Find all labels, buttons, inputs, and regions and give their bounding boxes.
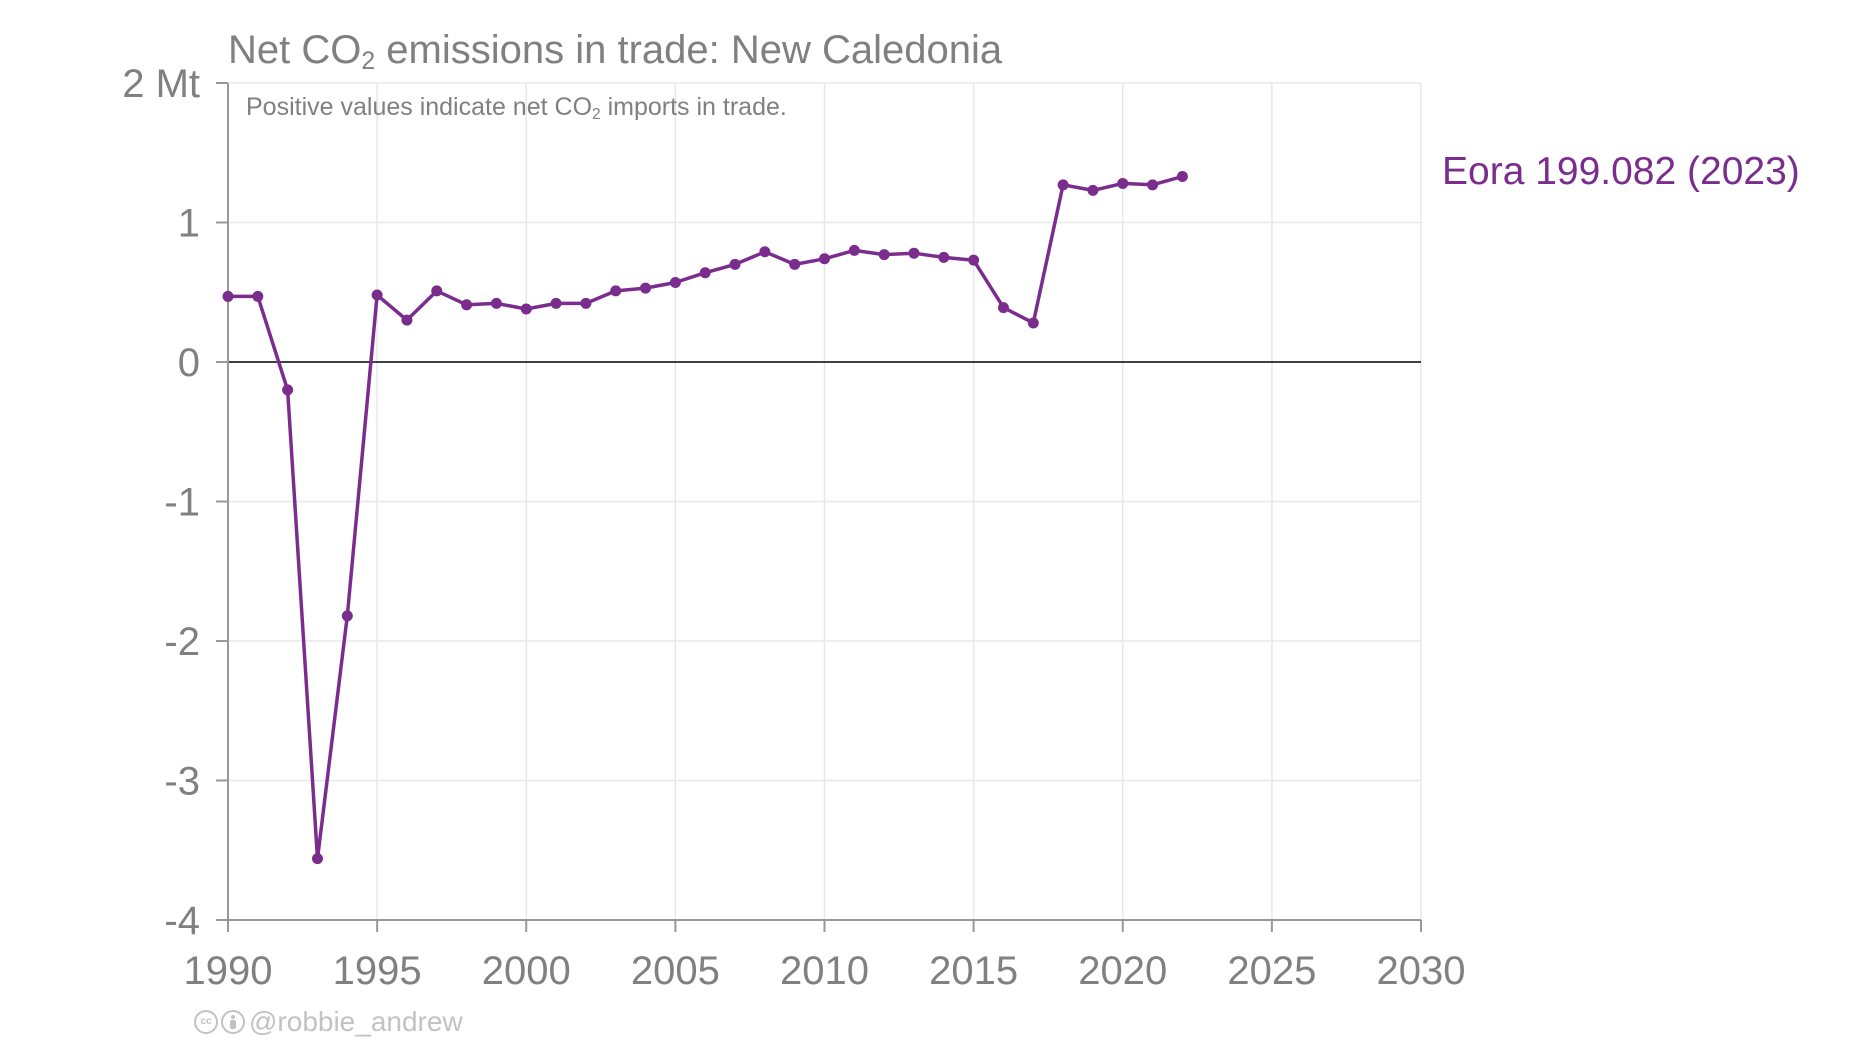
y-tick-label: 0	[178, 341, 200, 385]
data-point	[759, 246, 771, 258]
credit-handle: @robbie_andrew	[249, 1006, 463, 1037]
chart-title: Net CO2 emissions in trade: New Caledoni…	[228, 28, 1003, 74]
data-point	[878, 249, 890, 261]
gridlines	[228, 82, 1422, 921]
axes	[216, 82, 1422, 932]
creative-commons-icon: cc	[194, 1010, 218, 1034]
data-point	[371, 289, 383, 301]
data-point	[222, 290, 234, 302]
chart-title-subscript: 2	[361, 48, 376, 76]
data-point	[341, 610, 353, 622]
data-point	[580, 297, 592, 309]
y-tick-label: -3	[164, 760, 200, 804]
series-label: Eora 199.082 (2023)	[1442, 150, 1800, 193]
y-tick-label: 1	[178, 202, 200, 246]
x-tick-label: 2020	[1078, 949, 1167, 993]
data-point	[997, 302, 1009, 314]
series-layer	[222, 170, 1188, 865]
data-point	[490, 297, 502, 309]
x-tick-label: 2025	[1227, 949, 1316, 993]
x-tick-label: 2000	[482, 949, 571, 993]
data-point	[1087, 184, 1099, 196]
data-point	[401, 314, 413, 326]
data-point	[520, 303, 532, 315]
x-tick-label: 2015	[929, 949, 1018, 993]
data-point	[431, 285, 443, 297]
data-point	[908, 247, 920, 259]
data-point	[669, 276, 681, 288]
x-tick-label: 1990	[184, 949, 273, 993]
attribution-icon	[221, 1010, 245, 1034]
data-point	[1027, 317, 1039, 329]
chart-title-suffix: emissions in trade: New Caledonia	[375, 28, 1003, 72]
data-point	[789, 258, 801, 270]
data-point	[311, 853, 323, 865]
chart-title-prefix: Net CO	[228, 28, 362, 72]
data-point	[1057, 179, 1069, 191]
data-point	[252, 290, 264, 302]
data-point	[610, 285, 622, 297]
data-point	[1176, 170, 1188, 182]
chart-subtitle: Positive values indicate net CO2 imports…	[246, 93, 787, 123]
credit: cc @robbie_andrew	[194, 1008, 463, 1036]
data-point	[729, 258, 741, 270]
data-point	[968, 254, 980, 266]
y-tick-label: -2	[164, 620, 200, 664]
x-tick-label: 2010	[780, 949, 869, 993]
x-tick-label: 2030	[1377, 949, 1466, 993]
data-point	[282, 384, 294, 396]
chart-subtitle-prefix: Positive values indicate net CO	[246, 93, 593, 121]
chart-subtitle-subscript: 2	[592, 105, 601, 123]
y-tick-label: -4	[164, 899, 200, 943]
x-tick-label: 2005	[631, 949, 720, 993]
data-point	[1147, 179, 1159, 191]
data-point	[550, 297, 562, 309]
data-point	[640, 282, 652, 294]
tick-labels: -4 -3 -2 -1 0 1 2 Mt 1990 1995 2000 2005 2010 2015 20…	[122, 62, 1465, 993]
data-point	[848, 244, 860, 256]
data-point	[699, 267, 711, 279]
y-tick-label: 2 Mt	[122, 62, 200, 106]
x-tick-label: 1995	[333, 949, 422, 993]
y-tick-label: -1	[164, 481, 200, 525]
data-point	[938, 251, 950, 263]
data-point	[1117, 177, 1129, 189]
data-point	[461, 299, 473, 311]
chart-subtitle-suffix: imports in trade.	[600, 93, 787, 121]
data-point	[819, 253, 830, 265]
series-line	[226, 174, 1185, 861]
